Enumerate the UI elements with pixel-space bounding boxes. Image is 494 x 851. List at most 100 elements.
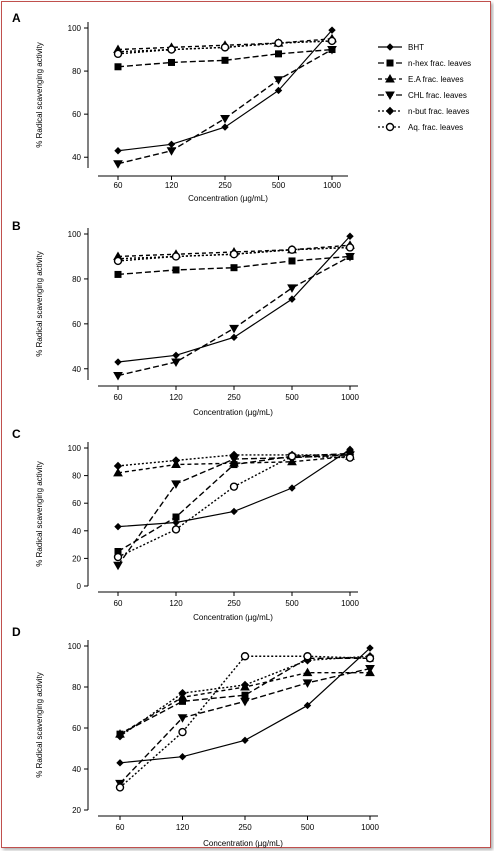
series-line — [117, 255, 351, 276]
data-point — [288, 295, 296, 303]
chart-panel-c: C 0 20 40 60 80 100 60 120 250 500 1000 Concentratio… — [12, 427, 359, 622]
data-point — [171, 525, 181, 534]
chart-panel-d: D 20 40 60 80 100 60 120 250 500 1000 Concentration… — [12, 625, 379, 848]
legend-marker — [385, 106, 395, 116]
x-tick-label: 120 — [169, 599, 183, 608]
data-point — [365, 654, 375, 663]
y-tick-label: 60 — [72, 110, 81, 119]
y-tick-label: 80 — [72, 67, 81, 76]
series-circle-open — [113, 243, 355, 266]
data-point — [168, 58, 175, 66]
data-point — [113, 467, 123, 477]
data-point — [241, 691, 249, 699]
y-axis-label: % Radical scavenging activity — [35, 251, 44, 356]
panel-label: A — [12, 11, 21, 25]
data-point — [113, 461, 123, 471]
data-point — [177, 714, 188, 723]
x-tick-label: 500 — [301, 823, 315, 832]
data-point — [178, 727, 187, 737]
data-point — [116, 759, 124, 767]
data-point — [229, 250, 239, 259]
series-circle-open — [113, 452, 355, 562]
data-point — [172, 351, 180, 359]
data-point — [113, 256, 123, 266]
x-tick-label: 120 — [176, 823, 190, 832]
data-point — [287, 284, 297, 293]
series-circle-open — [115, 652, 375, 792]
series-diamond — [116, 644, 374, 767]
y-tick-label: 100 — [68, 230, 82, 239]
y-tick-label: 100 — [68, 24, 82, 33]
y-tick-label: 80 — [72, 472, 81, 481]
y-tick-label: 40 — [72, 365, 81, 374]
data-point — [345, 453, 355, 462]
data-point — [220, 43, 230, 52]
chart-panel-a: A 40 60 80 100 60 120 250 500 1000 Concentration (… — [12, 11, 348, 203]
data-point — [229, 450, 239, 460]
legend-item-label: CHL frac. leaves — [408, 91, 467, 100]
data-point — [221, 56, 229, 64]
data-point — [178, 688, 187, 698]
x-tick-label: 1000 — [341, 599, 359, 608]
legend-marker — [385, 122, 395, 132]
x-tick-label: 250 — [238, 823, 252, 832]
data-point — [274, 38, 283, 48]
data-point — [115, 731, 125, 741]
data-point — [274, 86, 283, 95]
data-point — [327, 36, 337, 46]
data-point — [229, 324, 239, 334]
y-tick-label: 40 — [72, 527, 81, 536]
legend-marker — [386, 59, 394, 67]
legend-item-label: Aq. frac. leaves — [408, 123, 463, 132]
data-point — [113, 372, 123, 381]
series-diamond — [114, 232, 354, 366]
series-diamond — [114, 445, 354, 531]
y-axis-label: % Radical scavenging activity — [35, 672, 44, 777]
data-point — [166, 147, 177, 156]
y-tick-label: 60 — [72, 499, 81, 508]
panel-label: D — [12, 625, 21, 639]
x-tick-label: 1000 — [361, 823, 379, 832]
x-tick-label: 1000 — [341, 393, 359, 402]
data-point — [345, 252, 355, 262]
x-tick-label: 500 — [285, 599, 299, 608]
data-point — [178, 752, 187, 761]
x-tick-label: 60 — [114, 599, 123, 608]
data-point — [172, 266, 180, 274]
data-point — [302, 679, 313, 688]
x-tick-label: 500 — [285, 393, 299, 402]
data-point — [275, 50, 282, 58]
chart-panel-b: B 40 60 80 100 60 120 250 500 1000 Concentration (… — [12, 219, 359, 417]
data-point — [365, 665, 375, 674]
data-point — [114, 270, 122, 278]
panel-label: C — [12, 427, 21, 441]
y-tick-label: 40 — [72, 765, 81, 774]
data-point — [303, 652, 312, 661]
data-point — [287, 452, 297, 461]
x-axis-label: Concentration (µg/mL) — [188, 194, 268, 203]
x-tick-label: 500 — [272, 181, 286, 190]
y-tick-label: 60 — [72, 320, 81, 329]
y-tick-label: 80 — [72, 683, 81, 692]
data-point — [302, 667, 313, 677]
data-point — [172, 513, 180, 521]
data-point — [220, 114, 230, 124]
x-tick-label: 1000 — [323, 181, 341, 190]
legend-item-label: n-but frac. leaves — [408, 107, 469, 116]
data-point — [114, 358, 122, 366]
series-triangle-down — [113, 46, 337, 169]
y-axis-label: % Radical scavenging activity — [35, 461, 44, 566]
data-point — [167, 45, 176, 54]
series-line — [117, 244, 351, 258]
x-tick-label: 250 — [218, 181, 232, 190]
data-point — [229, 482, 239, 491]
data-point — [230, 507, 238, 516]
y-tick-label: 0 — [77, 582, 82, 591]
data-point — [328, 26, 336, 34]
x-axis-label: Concentration (µg/mL) — [203, 839, 283, 848]
data-point — [171, 456, 181, 465]
x-tick-label: 60 — [114, 393, 123, 402]
data-point — [327, 46, 337, 55]
